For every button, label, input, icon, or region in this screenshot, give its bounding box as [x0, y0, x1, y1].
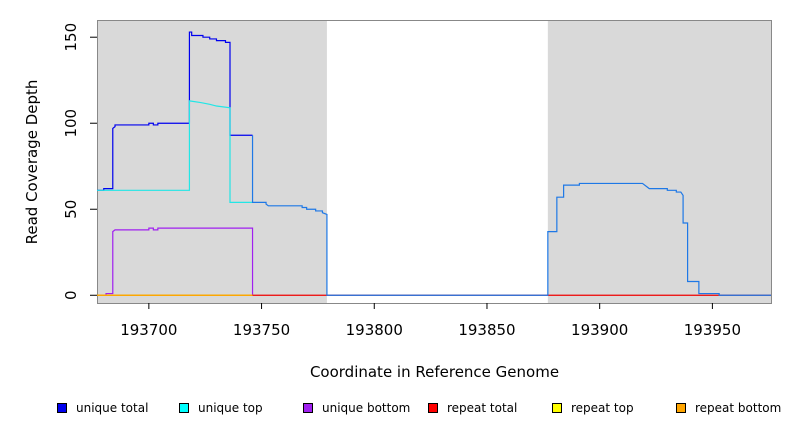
legend-swatch: [179, 403, 189, 413]
y-axis-label: Read Coverage Depth: [23, 80, 41, 245]
legend-item-unique-top: unique top: [179, 401, 263, 415]
legend-swatch: [676, 403, 686, 413]
x-tick-label: 193800: [346, 321, 403, 339]
x-tick-label: 193950: [684, 321, 741, 339]
x-tick-label: 193750: [233, 321, 290, 339]
x-tick-label: 193850: [458, 321, 515, 339]
x-tick-label: 193900: [571, 321, 628, 339]
shaded-region: [547, 20, 771, 303]
series-line-coverage: [251, 135, 771, 296]
y-tick-label: 100: [62, 109, 80, 138]
legend-item-unique-bottom: unique bottom: [303, 401, 410, 415]
legend-label: repeat bottom: [695, 401, 782, 415]
series-line-unique-total: [97, 31, 253, 191]
legend-swatch: [57, 403, 67, 413]
legend-swatch: [552, 403, 562, 413]
legend-item-repeat-bottom: repeat bottom: [676, 401, 781, 415]
legend-label: repeat top: [571, 401, 634, 415]
legend-swatch: [303, 403, 313, 413]
y-tick-label: 150: [62, 23, 80, 52]
legend-label: repeat total: [447, 401, 518, 415]
legend: unique total unique top unique bottom re…: [0, 401, 792, 419]
shaded-region: [97, 20, 327, 303]
legend-label: unique total: [76, 401, 149, 415]
y-tick-label: 0: [62, 290, 80, 300]
x-tick-label: 193700: [120, 321, 177, 339]
legend-label: unique bottom: [322, 401, 411, 415]
legend-item-unique-total: unique total: [57, 401, 148, 415]
legend-swatch: [428, 403, 438, 413]
legend-label: unique top: [198, 401, 263, 415]
series-line-unique-bottom: [105, 227, 254, 296]
legend-item-repeat-total: repeat total: [428, 401, 517, 415]
series-line-unique-top: [97, 100, 253, 203]
legend-item-repeat-top: repeat top: [552, 401, 634, 415]
y-tick-label: 50: [62, 200, 80, 219]
x-axis-label: Coordinate in Reference Genome: [310, 363, 559, 381]
plot-border: [97, 20, 772, 304]
